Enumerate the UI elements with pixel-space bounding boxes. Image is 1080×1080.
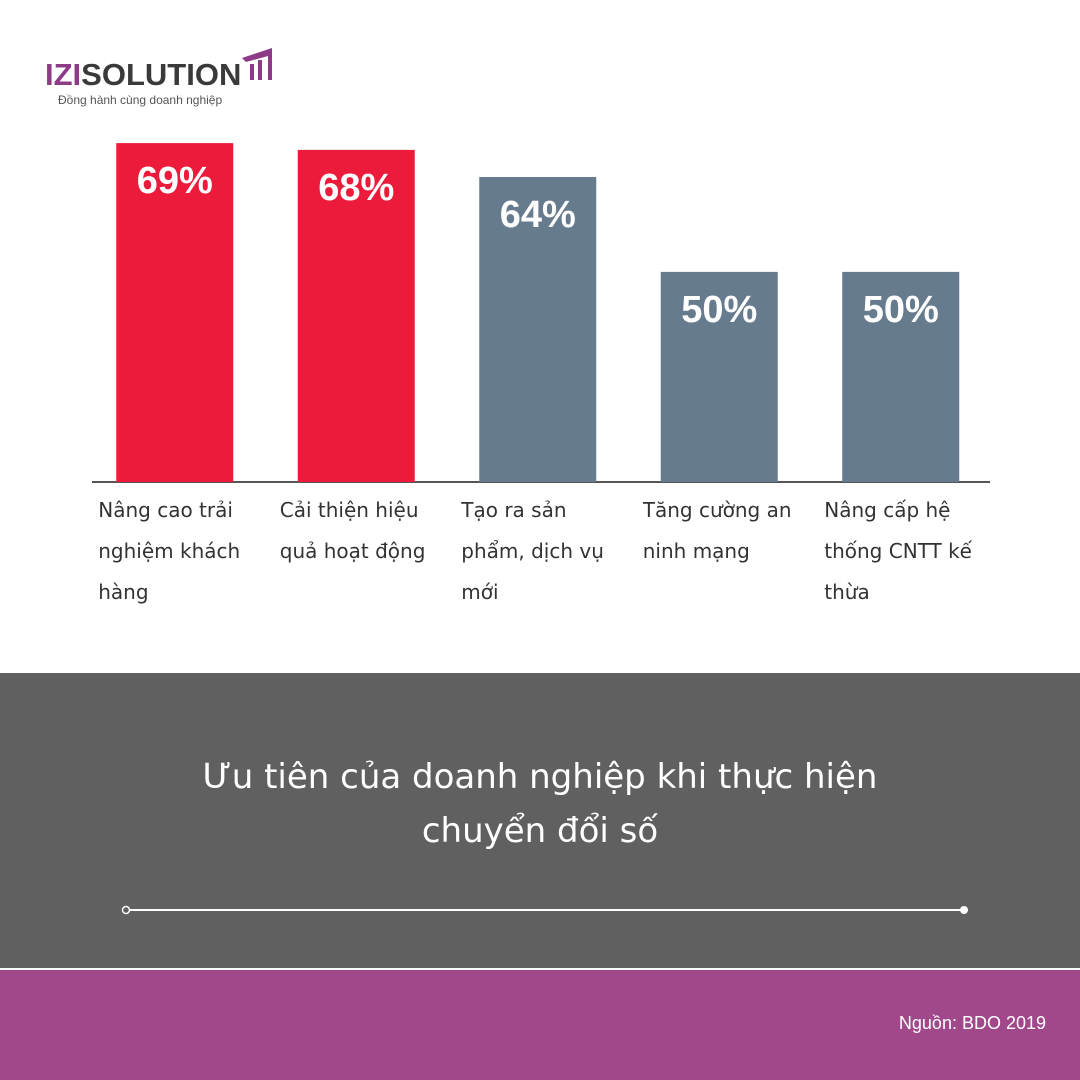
value-label: 64%	[500, 194, 576, 236]
value-label: 68%	[318, 167, 394, 209]
logo-first: IZI	[45, 57, 81, 92]
category-label-box: Cải thiện hiệu quả hoạt động	[279, 498, 426, 563]
category-label-box: Tăng cường an ninh mạng	[642, 498, 792, 563]
category-label-box: Nâng cấp hệ thống CNTT kế thừa	[824, 498, 972, 604]
bar	[842, 271, 960, 482]
logo-roof	[242, 48, 272, 80]
category-label: Nâng cao trải nghiệm khách hàng	[98, 498, 241, 604]
bar	[297, 149, 415, 482]
bar	[660, 271, 778, 482]
logo-icon	[242, 48, 272, 80]
chart-title: Ưu tiên của doanh nghiệp khi thực hiện c…	[202, 757, 878, 851]
chart-title-box: Ưu tiên của doanh nghiệp khi thực hiện c…	[202, 757, 878, 851]
logo-bar	[258, 60, 262, 80]
logo-text: IZISOLUTION	[45, 57, 241, 92]
divider-dot	[121, 905, 131, 915]
category-label: Tăng cường an ninh mạng	[642, 498, 792, 563]
category-label: Nâng cấp hệ thống CNTT kế thừa	[824, 498, 972, 604]
logo-rest: SOLUTION	[81, 57, 241, 92]
category-label-box: Nâng cao trải nghiệm khách hàng	[98, 498, 241, 604]
category-label: Tạo ra sản phẩm, dịch vụ mới	[461, 498, 604, 604]
logo-bar	[250, 64, 254, 80]
value-label: 69%	[137, 160, 213, 202]
value-label: 50%	[863, 289, 939, 331]
bar	[116, 143, 234, 482]
category-label-box: Tạo ra sản phẩm, dịch vụ mới	[461, 498, 604, 604]
title-band	[0, 673, 1080, 968]
category-label: Cải thiện hiệu quả hoạt động	[279, 498, 426, 563]
footer-band	[0, 970, 1080, 1080]
logo-tagline: Đồng hành cùng doanh nghiệp	[58, 93, 222, 107]
bar	[479, 177, 597, 482]
value-label: 50%	[681, 289, 757, 331]
source: Nguồn: BDO 2019	[899, 1013, 1046, 1033]
divider-dot	[960, 906, 968, 914]
